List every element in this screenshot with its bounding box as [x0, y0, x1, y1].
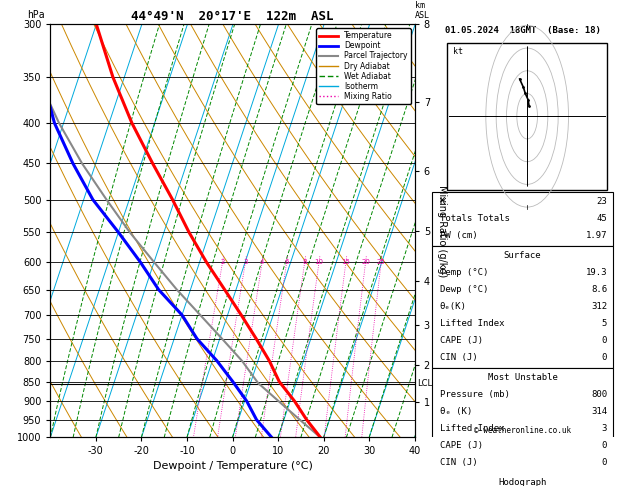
- Text: PW (cm): PW (cm): [440, 231, 477, 240]
- Text: CIN (J): CIN (J): [440, 353, 477, 362]
- Bar: [432, 191, 613, 246]
- Text: 45: 45: [596, 214, 607, 223]
- Text: CIN (J): CIN (J): [440, 458, 477, 467]
- Text: θₑ(K): θₑ(K): [440, 302, 467, 311]
- Text: kt: kt: [453, 47, 463, 56]
- Text: 8.6: 8.6: [591, 285, 607, 294]
- Text: Hodograph: Hodograph: [498, 478, 547, 486]
- Text: 23: 23: [596, 197, 607, 206]
- Text: 0: 0: [602, 441, 607, 450]
- Text: 800: 800: [591, 390, 607, 399]
- Text: 25: 25: [377, 259, 386, 265]
- Text: Temp (°C): Temp (°C): [440, 268, 488, 278]
- Title: 44°49'N  20°17'E  122m  ASL: 44°49'N 20°17'E 122m ASL: [131, 10, 334, 23]
- Text: 01.05.2024  18GMT  (Base: 18): 01.05.2024 18GMT (Base: 18): [445, 26, 601, 35]
- Text: 3: 3: [602, 424, 607, 433]
- Text: θₑ (K): θₑ (K): [440, 407, 472, 416]
- Text: 0: 0: [602, 336, 607, 345]
- Text: 0: 0: [602, 353, 607, 362]
- Text: Most Unstable: Most Unstable: [487, 373, 557, 382]
- Text: 3: 3: [243, 259, 248, 265]
- Text: Lifted Index: Lifted Index: [440, 319, 504, 328]
- Bar: [432, 246, 613, 367]
- Text: Surface: Surface: [504, 251, 542, 260]
- Text: Pressure (mb): Pressure (mb): [440, 390, 509, 399]
- Bar: [432, 472, 613, 486]
- Text: K: K: [440, 197, 445, 206]
- Text: 6: 6: [284, 259, 289, 265]
- Text: Dewp (°C): Dewp (°C): [440, 285, 488, 294]
- Text: 2: 2: [220, 259, 225, 265]
- Text: 20: 20: [361, 259, 370, 265]
- Text: 4: 4: [260, 259, 264, 265]
- Text: 8: 8: [303, 259, 307, 265]
- Text: 314: 314: [591, 407, 607, 416]
- Bar: [432, 367, 613, 472]
- Text: 10: 10: [314, 259, 323, 265]
- Text: Lifted Index: Lifted Index: [440, 424, 504, 433]
- Text: 312: 312: [591, 302, 607, 311]
- X-axis label: Dewpoint / Temperature (°C): Dewpoint / Temperature (°C): [153, 461, 313, 470]
- Text: 1.97: 1.97: [586, 231, 607, 240]
- Text: Totals Totals: Totals Totals: [440, 214, 509, 223]
- Text: 19.3: 19.3: [586, 268, 607, 278]
- Text: 0: 0: [602, 458, 607, 467]
- Text: CAPE (J): CAPE (J): [440, 336, 483, 345]
- Text: km
ASL: km ASL: [415, 1, 430, 20]
- Text: 15: 15: [342, 259, 350, 265]
- Text: LCL: LCL: [417, 379, 432, 388]
- Text: CAPE (J): CAPE (J): [440, 441, 483, 450]
- Bar: [447, 43, 607, 190]
- Text: 5: 5: [602, 319, 607, 328]
- Text: © weatheronline.co.uk: © weatheronline.co.uk: [474, 426, 571, 435]
- Text: hPa: hPa: [26, 10, 44, 20]
- Legend: Temperature, Dewpoint, Parcel Trajectory, Dry Adiabat, Wet Adiabat, Isotherm, Mi: Temperature, Dewpoint, Parcel Trajectory…: [316, 28, 411, 104]
- Y-axis label: Mixing Ratio (g/kg): Mixing Ratio (g/kg): [437, 185, 447, 277]
